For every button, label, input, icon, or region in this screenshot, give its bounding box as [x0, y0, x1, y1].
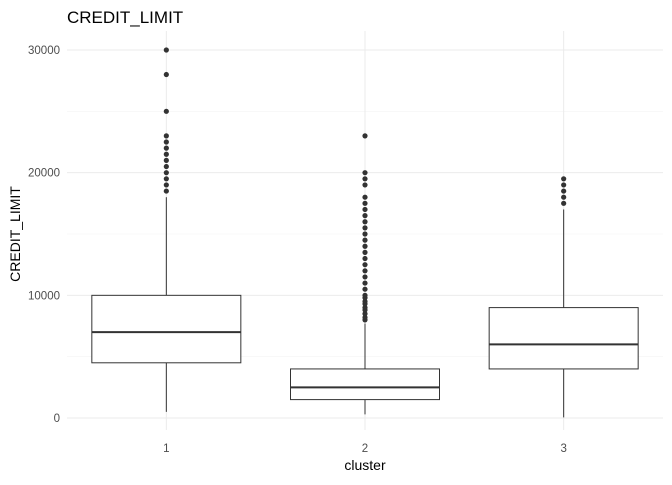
x-tick-label: 1 [163, 443, 169, 455]
x-tick-label: 3 [560, 443, 566, 455]
y-tick-label: 30000 [28, 45, 60, 57]
outlier-point [163, 188, 169, 194]
outlier-point [163, 108, 169, 114]
outlier-point [362, 243, 368, 249]
iqr-box [488, 307, 639, 370]
outlier-point [362, 298, 368, 305]
outlier-point [362, 206, 368, 213]
iqr-box [290, 368, 440, 401]
iqr-box [91, 294, 242, 364]
outlier-point [163, 157, 169, 163]
outlier-point [561, 176, 567, 182]
outlier-point [362, 176, 368, 182]
outlier-point [163, 182, 169, 188]
outlier-point [362, 237, 368, 243]
outlier-point [561, 188, 567, 194]
outlier-point [362, 255, 368, 262]
chart-title: CREDIT_LIMIT [67, 8, 183, 27]
outlier-point [163, 47, 169, 53]
outlier-point [362, 268, 368, 274]
outlier-point [362, 274, 368, 280]
tick-labels: 0 10000 20000 30000 1 2 3 [28, 45, 567, 455]
outlier-point [163, 163, 169, 170]
y-axis-title: CREDIT_LIMIT [7, 186, 23, 282]
box-group-cluster-1 [91, 47, 242, 412]
boxes-layer [91, 47, 639, 418]
outlier-point [362, 262, 368, 268]
outlier-point [163, 151, 169, 157]
outlier-point [362, 314, 368, 321]
outlier-point [362, 200, 368, 206]
outlier-point [362, 219, 368, 225]
outlier-point [362, 305, 368, 311]
outlier-point [163, 176, 169, 182]
y-tick-label: 20000 [28, 168, 60, 180]
outlier-point [163, 170, 169, 176]
y-tick-label: 10000 [28, 290, 60, 302]
outlier-point [362, 286, 368, 292]
outlier-point [163, 145, 169, 151]
outlier-point [362, 182, 368, 188]
outlier-point [163, 71, 169, 78]
outlier-point [561, 200, 567, 206]
outlier-point [362, 311, 368, 317]
outlier-point [362, 292, 368, 298]
outlier-point [163, 133, 169, 139]
outlier-point [163, 139, 169, 145]
box-group-cluster-3 [488, 176, 639, 418]
outlier-point [561, 194, 567, 200]
outlier-point [561, 182, 567, 188]
outlier-point [362, 231, 368, 237]
x-axis-title: cluster [344, 457, 386, 473]
outlier-point [362, 213, 368, 219]
y-tick-label: 0 [54, 413, 60, 425]
outlier-point [362, 280, 368, 286]
outlier-point [362, 249, 368, 255]
x-tick-label: 2 [362, 443, 368, 455]
box-group-cluster-2 [290, 133, 440, 415]
outlier-point [362, 225, 368, 231]
outlier-point [362, 133, 368, 139]
outlier-point [362, 194, 368, 200]
outlier-point [362, 170, 368, 176]
